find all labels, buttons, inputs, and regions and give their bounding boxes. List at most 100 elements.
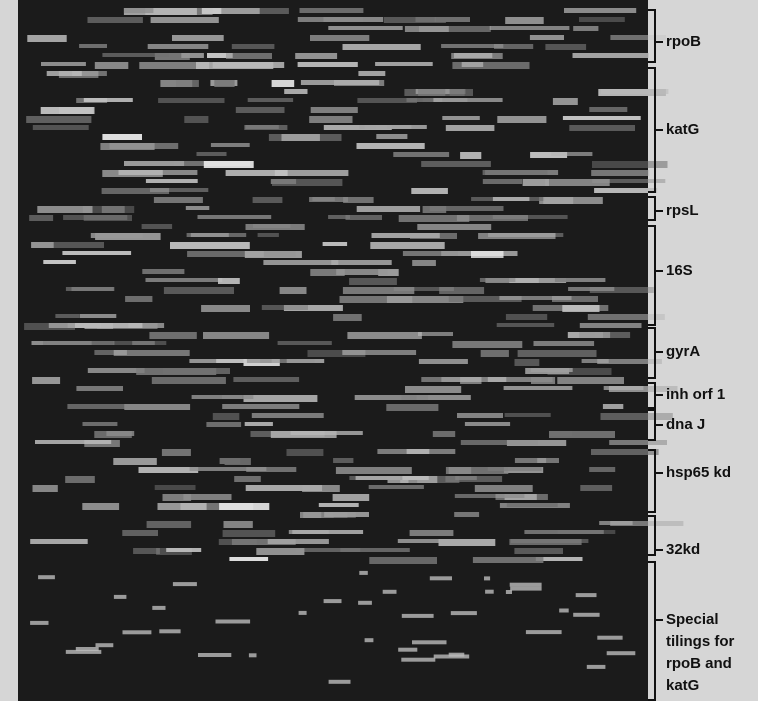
spot [67, 404, 126, 409]
spot [176, 80, 199, 87]
spot [229, 557, 269, 561]
bracket [648, 449, 663, 513]
spot [87, 368, 145, 373]
spot [53, 242, 104, 248]
spot [411, 188, 448, 194]
spot [219, 503, 270, 510]
spot [263, 260, 339, 265]
spot [297, 62, 358, 67]
spot [113, 341, 167, 345]
spot [149, 332, 197, 339]
spot [333, 314, 362, 321]
spot [123, 8, 154, 13]
spot [124, 404, 191, 410]
spot [279, 287, 307, 294]
spot [75, 647, 99, 651]
spot [154, 485, 196, 490]
spot [322, 242, 348, 246]
spot [172, 582, 197, 587]
spot [482, 170, 548, 175]
spot [383, 17, 446, 23]
bracket-label: rpsL [666, 202, 699, 219]
spot [231, 44, 275, 49]
spot [328, 679, 351, 684]
bracket-label: 32kd [666, 541, 700, 558]
spot [100, 143, 155, 150]
spot [122, 630, 152, 635]
spot [386, 404, 439, 411]
spot [531, 377, 556, 384]
spot [535, 557, 583, 561]
spot [357, 98, 417, 103]
bracket-label: inh orf 1 [666, 386, 725, 403]
bracket [648, 196, 663, 221]
spot [551, 152, 593, 156]
spot [376, 134, 408, 139]
spot [32, 485, 58, 492]
spot [246, 467, 297, 472]
spot [418, 359, 468, 364]
spot [569, 125, 635, 131]
spot [334, 80, 385, 86]
spot [245, 224, 305, 230]
spot [284, 89, 308, 94]
spot [439, 287, 485, 294]
spot [409, 530, 454, 536]
spot [594, 188, 658, 193]
spot [451, 53, 503, 59]
spot [514, 458, 547, 463]
bracket [648, 515, 663, 556]
spot [145, 8, 213, 15]
spot [150, 188, 209, 192]
spot [517, 350, 597, 357]
spot [222, 404, 300, 409]
spot [63, 215, 128, 220]
spot [30, 620, 49, 625]
spot [298, 610, 307, 615]
spot [342, 44, 421, 50]
spot [454, 494, 525, 498]
spot [400, 476, 438, 483]
spot [489, 26, 570, 30]
spot [172, 35, 224, 41]
spot [419, 26, 491, 32]
spot [331, 260, 392, 265]
spot [525, 368, 570, 374]
spot [223, 521, 253, 528]
spot [525, 630, 562, 635]
spot [505, 314, 548, 320]
spot [55, 314, 80, 318]
spot [113, 594, 127, 599]
spot [572, 53, 649, 58]
spot [244, 125, 288, 130]
spot [163, 368, 230, 374]
spot [545, 179, 610, 186]
spot [597, 359, 662, 364]
spot [184, 116, 209, 123]
spot [159, 629, 181, 634]
spot [602, 404, 624, 409]
spot [533, 341, 595, 346]
spot [147, 44, 209, 49]
spot [180, 503, 254, 510]
spot [597, 635, 623, 640]
spot [218, 539, 257, 545]
spot [274, 170, 349, 176]
spot [332, 494, 370, 501]
spot [418, 89, 446, 96]
spot [32, 377, 61, 384]
spot [547, 368, 612, 375]
spot [494, 44, 534, 49]
spot [349, 476, 403, 480]
spot [514, 359, 540, 366]
spot [41, 62, 86, 66]
bracket-label: tilings for [666, 633, 734, 650]
spot [495, 494, 548, 500]
spot [433, 654, 470, 659]
spot [181, 53, 204, 58]
spot [580, 485, 613, 491]
spot [94, 62, 129, 69]
spot [375, 62, 433, 66]
spot [166, 548, 202, 552]
